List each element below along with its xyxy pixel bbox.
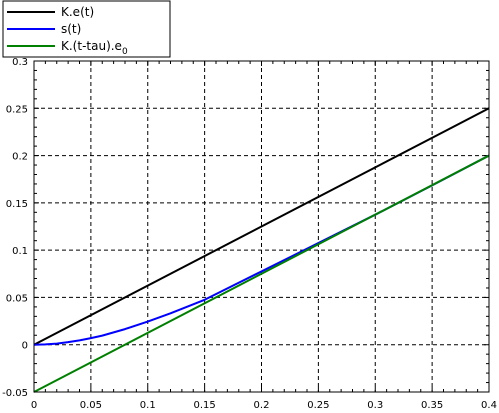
- x-tick-label: 0.35: [421, 400, 443, 411]
- x-tick-label: 0.3: [367, 400, 383, 411]
- x-tick-label: 0.4: [481, 400, 497, 411]
- legend-label-series-3-subscript: 0: [122, 47, 128, 57]
- legend-label-series-3-main: K.(t-tau).e: [61, 39, 122, 53]
- x-tick-label: 0.05: [80, 400, 102, 411]
- y-tick-label: 0: [22, 341, 28, 352]
- y-tick-label: 0.3: [12, 57, 28, 68]
- legend: K.e(t) s(t) K.(t-tau).e0: [3, 1, 170, 57]
- y-tick-label: 0.1: [12, 246, 28, 257]
- legend-label-series-2: s(t): [61, 22, 81, 36]
- legend-label-series-1: K.e(t): [61, 5, 94, 19]
- y-tick-label: 0.25: [6, 104, 28, 115]
- x-tick-label: 0.1: [140, 400, 156, 411]
- tick-labels: 0 0.05 0.1 0.15 0.2 0.25 0.3 0.35 0.4-0.0500.050…: [2, 57, 497, 411]
- y-tick-label: 0.15: [6, 199, 28, 210]
- x-tick-label: 0: [31, 400, 37, 411]
- y-tick-label: -0.05: [2, 388, 28, 399]
- x-tick-label: 0.15: [193, 400, 215, 411]
- x-tick-label: 0.2: [254, 400, 270, 411]
- y-tick-label: 0.2: [12, 152, 28, 163]
- x-tick-label: 0.25: [307, 400, 329, 411]
- y-tick-label: 0.05: [6, 293, 28, 304]
